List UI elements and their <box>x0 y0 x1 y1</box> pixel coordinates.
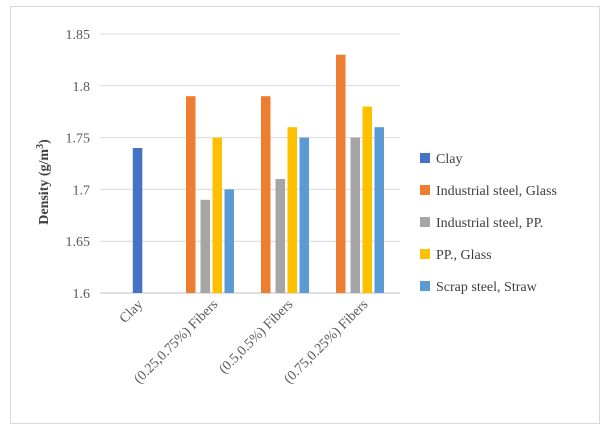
bar-scrap-steel-straw <box>374 127 384 293</box>
bars <box>132 54 384 294</box>
legend-item: PP., Glass <box>420 248 492 263</box>
y-axis-ticks: 1.6 1.65 1.7 1.75 1.8 1.85 <box>66 28 91 302</box>
x-tick-label: (0.25,0.75%) Fibers <box>132 297 222 387</box>
bar-scrap-steel-straw <box>224 189 234 293</box>
x-tick-label: Clay <box>117 297 146 326</box>
legend-swatch <box>420 153 430 163</box>
legend-label: Industrial steel, Glass <box>436 184 557 199</box>
bar-pp-glass <box>212 137 222 293</box>
x-tick-label: (0.5,0.5%) Fibers <box>216 297 296 377</box>
y-tick-label: 1.85 <box>66 28 91 43</box>
bar-industrial-steel-pp <box>350 137 360 293</box>
legend-label: Clay <box>436 152 462 167</box>
y-tick-label: 1.75 <box>66 132 91 147</box>
legend-label: Scrap steel, Straw <box>436 280 538 295</box>
x-axis-ticks: Clay(0.25,0.75%) Fibers(0.5,0.5%) Fibers… <box>117 297 371 387</box>
legend-swatch <box>420 281 430 291</box>
legend-label: PP., Glass <box>436 248 492 263</box>
legend-swatch <box>420 249 430 259</box>
bar-clay <box>132 148 143 293</box>
bar-pp-glass <box>362 106 372 293</box>
bar-pp-glass <box>287 127 297 293</box>
y-tick-label: 1.6 <box>73 287 91 302</box>
legend-swatch <box>420 185 430 195</box>
legend-item: Industrial steel, PP. <box>420 216 543 231</box>
bar-industrial-steel-pp <box>275 179 285 293</box>
x-tick-label: (0.75,0.25%) Fibers <box>282 297 372 387</box>
y-axis-title: Density (g/m3) <box>35 139 53 225</box>
bar-industrial-steel-glass <box>336 54 346 294</box>
legend-swatch <box>420 217 430 227</box>
legend-item: Clay <box>420 152 462 167</box>
bar-scrap-steel-straw <box>299 137 309 293</box>
legend-label: Industrial steel, PP. <box>436 216 543 231</box>
bar-industrial-steel-pp <box>200 199 210 293</box>
bar-industrial-steel-glass <box>261 96 271 293</box>
gridlines <box>100 33 400 294</box>
y-tick-label: 1.7 <box>73 183 91 198</box>
legend: Clay Industrial steel, Glass Industrial st… <box>420 152 557 295</box>
legend-item: Industrial steel, Glass <box>420 184 557 199</box>
y-tick-label: 1.8 <box>73 80 91 95</box>
legend-item: Scrap steel, Straw <box>420 280 538 295</box>
bar-industrial-steel-glass <box>186 96 196 293</box>
y-tick-label: 1.65 <box>66 235 91 250</box>
